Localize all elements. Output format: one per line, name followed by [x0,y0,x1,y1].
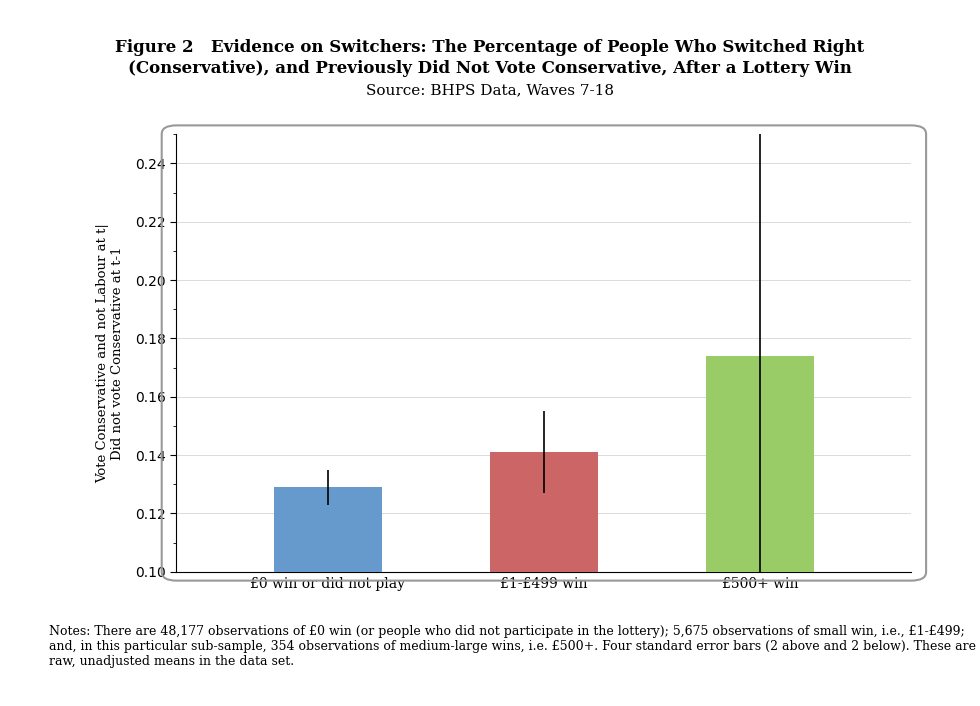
Bar [490,453,598,572]
Bar [706,356,814,572]
Text: Source: BHPS Data, Waves 7-18: Source: BHPS Data, Waves 7-18 [366,83,614,97]
Text: Figure 2   Evidence on Switchers: The Percentage of People Who Switched Right: Figure 2 Evidence on Switchers: The Perc… [116,39,864,56]
Text: Notes: There are 48,177 observations of £0 win (or people who did not participat: Notes: There are 48,177 observations of … [49,625,976,668]
Y-axis label: Vote Conservative and not Labour at t|
Did not vote Conservative at t-1: Vote Conservative and not Labour at t| D… [96,223,124,483]
Bar [273,487,382,572]
Text: (Conservative), and Previously Did Not Vote Conservative, After a Lottery Win: (Conservative), and Previously Did Not V… [128,60,852,77]
